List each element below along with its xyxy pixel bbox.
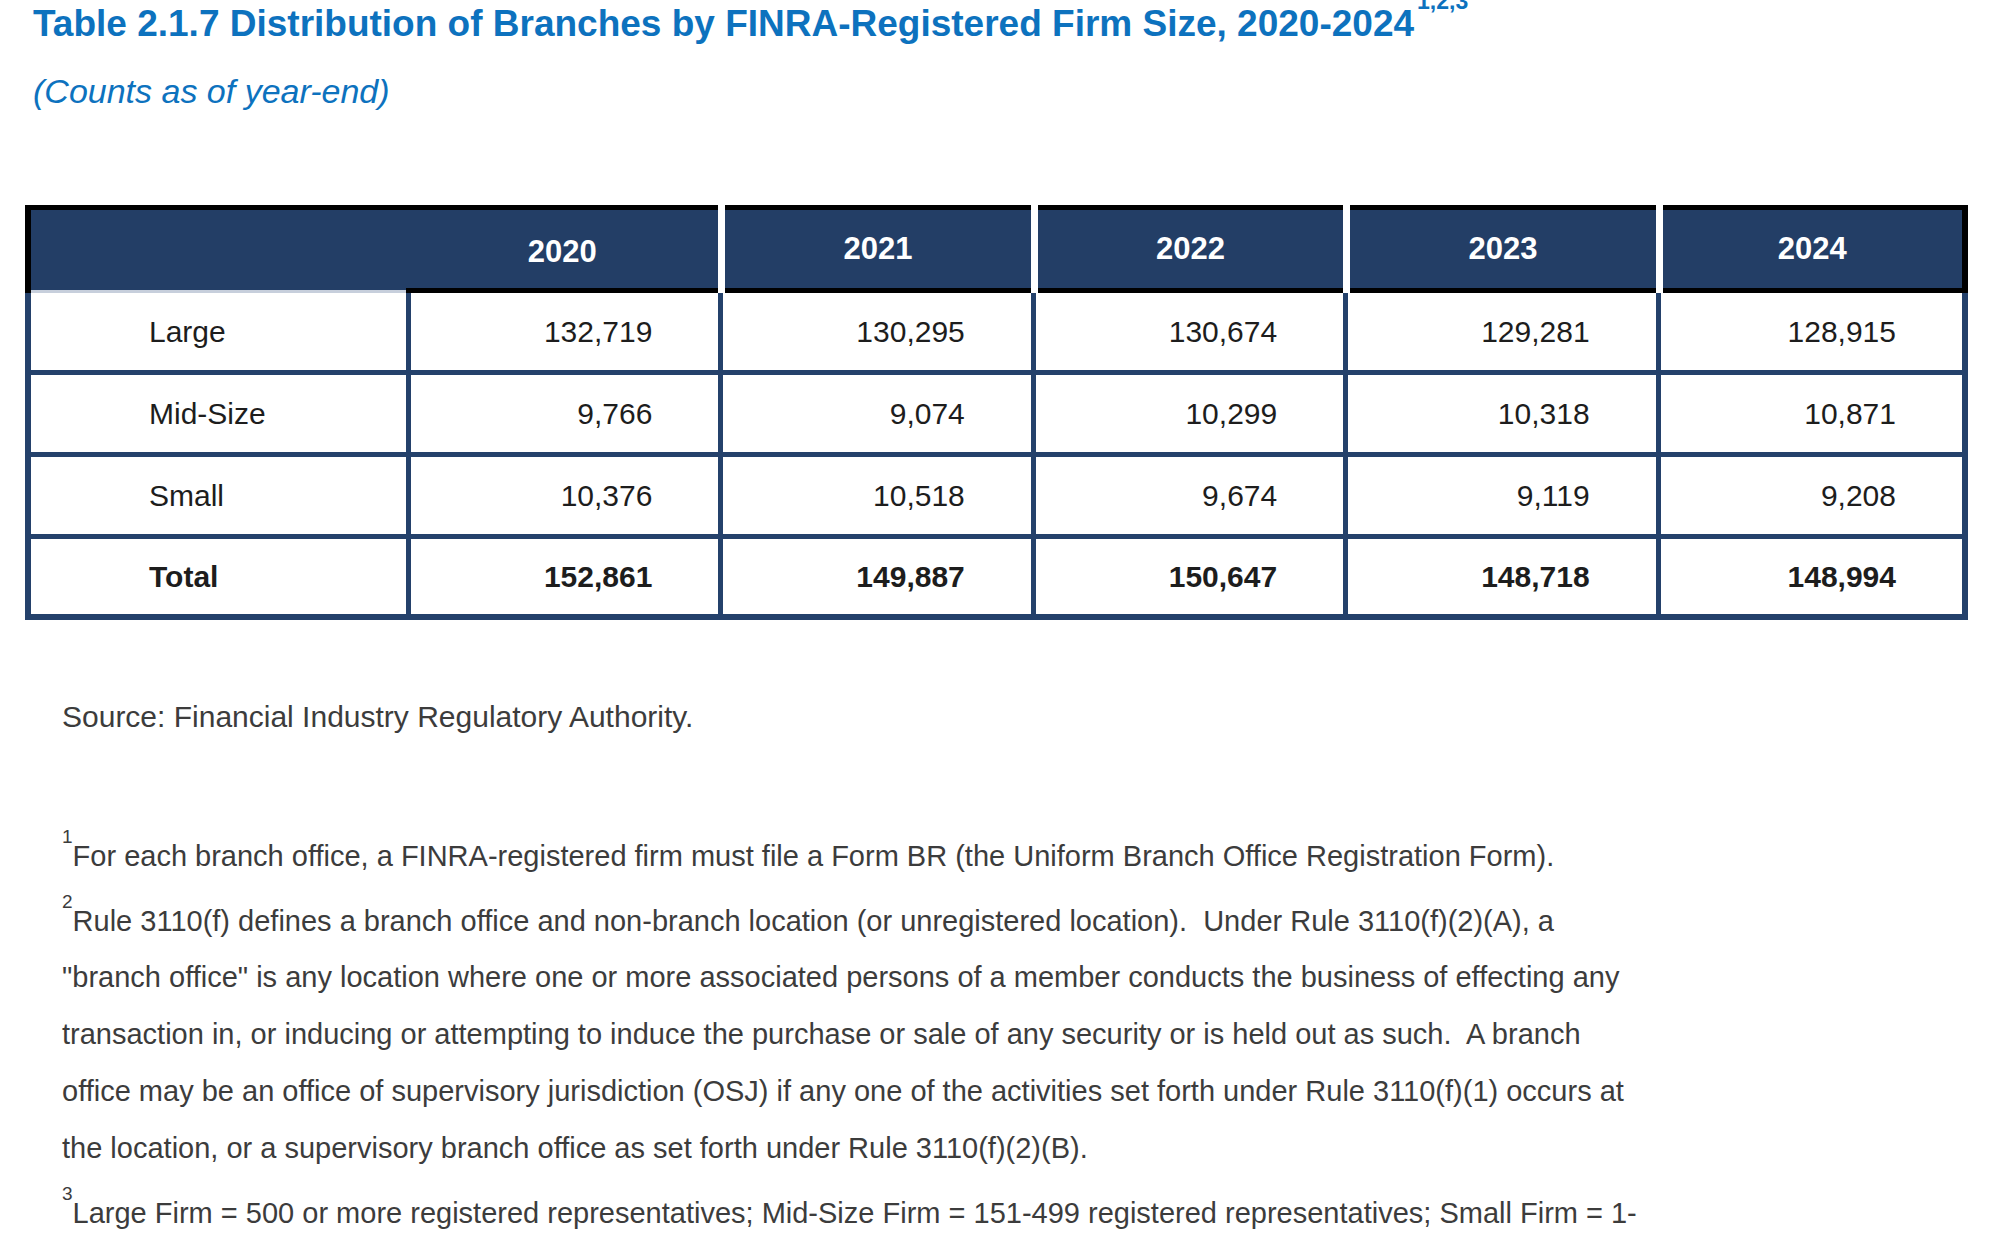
- row-label-small: Small: [25, 457, 406, 539]
- footnote-3-line-1: Large Firm = 500 or more registered repr…: [73, 1197, 1637, 1229]
- page-title-text: Table 2.1.7 Distribution of Branches by …: [33, 3, 1414, 44]
- cell-mid-size-2020: 9,766: [406, 375, 718, 457]
- footnote-2: 2Rule 3110(f) defines a branch office an…: [62, 885, 1637, 950]
- cell-mid-size-2023: 10,318: [1343, 375, 1655, 457]
- title-superscript: 1,2,3: [1417, 0, 1468, 14]
- row-label-mid-size: Mid-Size: [25, 375, 406, 457]
- cell-total-2022: 150,647: [1031, 539, 1343, 620]
- source-note: Source: Financial Industry Regulatory Au…: [62, 700, 693, 734]
- cell-large-2020: 132,719: [406, 293, 718, 375]
- footnote-1: 1For each branch office, a FINRA-registe…: [62, 820, 1637, 885]
- cell-mid-size-2024: 10,871: [1656, 375, 1968, 457]
- cell-large-2024: 128,915: [1656, 293, 1968, 375]
- cell-total-2021: 149,887: [718, 539, 1030, 620]
- footnotes: 1For each branch office, a FINRA-registe…: [62, 820, 1637, 1252]
- column-header-2020: 2020: [406, 210, 718, 293]
- footnote-3-marker: 3: [62, 1183, 73, 1204]
- page-subtitle: (Counts as of year-end): [33, 72, 390, 111]
- cell-mid-size-2022: 10,299: [1031, 375, 1343, 457]
- footnote-2-line-5: the location, or a supervisory branch of…: [62, 1120, 1637, 1177]
- cell-total-2020: 152,861: [406, 539, 718, 620]
- cell-large-2022: 130,674: [1031, 293, 1343, 375]
- row-label-total: Total: [25, 539, 406, 620]
- column-header-2023: 2023: [1350, 205, 1655, 293]
- cell-small-2022: 9,674: [1031, 457, 1343, 539]
- page: Table 2.1.7 Distribution of Branches by …: [0, 0, 2000, 1252]
- cell-large-2023: 129,281: [1343, 293, 1655, 375]
- column-header-2024: 2024: [1663, 205, 1968, 293]
- footnote-2-line-1: Rule 3110(f) defines a branch office and…: [73, 904, 1554, 936]
- branches-table: 2020 2021 2022 2023 2024 Large 132,719 1…: [25, 205, 1968, 620]
- page-title: Table 2.1.7 Distribution of Branches by …: [33, 2, 1468, 45]
- footnote-1-marker: 1: [62, 826, 73, 847]
- cell-small-2023: 9,119: [1343, 457, 1655, 539]
- footnote-2-marker: 2: [62, 891, 73, 912]
- row-label-large: Large: [25, 293, 406, 375]
- cell-mid-size-2021: 9,074: [718, 375, 1030, 457]
- footnote-2-line-2: "branch office" is any location where on…: [62, 949, 1637, 1006]
- header-cell-merged-label-2020: 2020: [25, 205, 718, 293]
- footnote-3-line-2: 150 registered representatives.: [62, 1242, 1637, 1252]
- cell-large-2021: 130,295: [718, 293, 1030, 375]
- cell-total-2023: 148,718: [1343, 539, 1655, 620]
- footnote-1-text: For each branch office, a FINRA-register…: [73, 840, 1555, 872]
- cell-small-2020: 10,376: [406, 457, 718, 539]
- footnote-3: 3Large Firm = 500 or more registered rep…: [62, 1177, 1637, 1242]
- footnote-2-line-3: transaction in, or inducing or attemptin…: [62, 1006, 1637, 1063]
- cell-total-2024: 148,994: [1656, 539, 1968, 620]
- column-header-2022: 2022: [1038, 205, 1343, 293]
- footnote-2-line-4: office may be an office of supervisory j…: [62, 1063, 1637, 1120]
- cell-small-2021: 10,518: [718, 457, 1030, 539]
- column-header-2021: 2021: [725, 205, 1030, 293]
- cell-small-2024: 9,208: [1656, 457, 1968, 539]
